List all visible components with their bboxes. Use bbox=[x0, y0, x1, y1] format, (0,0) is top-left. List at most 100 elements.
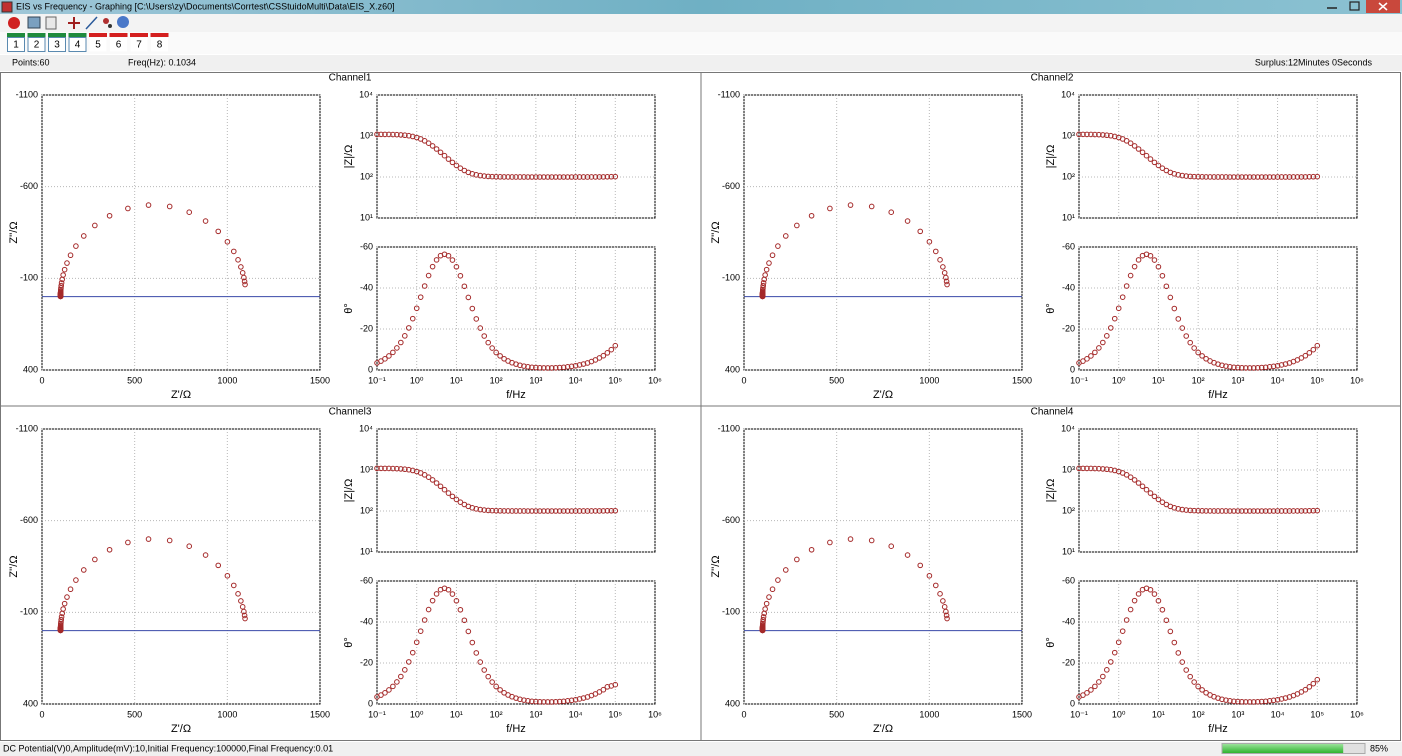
tab[interactable] bbox=[151, 37, 168, 52]
data-point bbox=[612, 342, 619, 349]
data-point bbox=[1254, 174, 1261, 180]
data-point bbox=[394, 345, 400, 351]
data-point bbox=[425, 140, 432, 146]
data-point bbox=[513, 174, 519, 180]
data-point bbox=[521, 697, 527, 703]
data-point bbox=[67, 586, 74, 593]
data-point bbox=[1191, 679, 1197, 685]
tab-color-bar bbox=[68, 33, 87, 37]
maximize-button[interactable] bbox=[1349, 1, 1360, 11]
y-tick-label: 400 bbox=[725, 698, 740, 708]
data-point bbox=[1223, 697, 1229, 703]
y-tick-label: 10² bbox=[360, 171, 373, 181]
data-point bbox=[521, 174, 527, 180]
data-point bbox=[1294, 508, 1301, 514]
x-tick-label: 10⁻¹ bbox=[1070, 709, 1088, 719]
data-point bbox=[932, 248, 939, 255]
data-point bbox=[1310, 173, 1317, 180]
data-point bbox=[760, 614, 767, 620]
data-point bbox=[572, 696, 579, 703]
data-point bbox=[413, 305, 420, 312]
line-button[interactable] bbox=[85, 16, 98, 30]
data-point bbox=[1266, 364, 1273, 370]
stop-button[interactable] bbox=[8, 17, 20, 29]
data-point bbox=[469, 639, 476, 646]
data-point bbox=[73, 577, 79, 583]
data-point bbox=[186, 543, 193, 550]
data-point bbox=[485, 507, 492, 514]
marker-button-dot bbox=[108, 24, 112, 28]
data-point bbox=[1211, 174, 1217, 180]
y-axis-label: θ° bbox=[343, 637, 355, 648]
data-point bbox=[390, 465, 396, 472]
data-point bbox=[1100, 339, 1106, 346]
y-axis-label: θ° bbox=[1045, 303, 1057, 314]
data-point bbox=[1179, 325, 1186, 331]
data-point bbox=[600, 174, 607, 180]
tab[interactable] bbox=[130, 37, 148, 52]
data-point bbox=[596, 174, 603, 180]
data-point bbox=[548, 699, 555, 705]
data-point bbox=[592, 174, 599, 180]
data-point bbox=[509, 508, 515, 514]
data-point bbox=[943, 278, 950, 285]
data-point bbox=[1111, 649, 1118, 656]
data-point bbox=[398, 339, 404, 346]
data-point bbox=[1139, 483, 1146, 490]
channel-tabs: 1 2 3 4 5 6 7 8 bbox=[7, 33, 169, 52]
data-point bbox=[1191, 173, 1197, 180]
copy-button[interactable] bbox=[45, 16, 57, 30]
data-point bbox=[106, 212, 113, 219]
data-point bbox=[759, 290, 766, 296]
data-point bbox=[1266, 698, 1273, 704]
marker-button[interactable] bbox=[103, 18, 109, 24]
data-point bbox=[868, 537, 875, 544]
data-point bbox=[493, 683, 499, 690]
data-point bbox=[560, 364, 567, 371]
x-tick-label: 10⁰ bbox=[1112, 375, 1126, 385]
data-point bbox=[1187, 339, 1194, 346]
help-button[interactable] bbox=[117, 16, 129, 28]
y-tick-label: -600 bbox=[20, 181, 38, 191]
y-axis-label: |Z|/Ω bbox=[343, 145, 355, 169]
data-point bbox=[1223, 363, 1229, 369]
data-point bbox=[1119, 294, 1126, 300]
data-point bbox=[580, 508, 587, 514]
data-point bbox=[59, 276, 66, 283]
tab[interactable] bbox=[68, 37, 87, 52]
data-point bbox=[202, 552, 209, 558]
data-point bbox=[1262, 364, 1269, 371]
data-point bbox=[1092, 349, 1098, 356]
tab[interactable] bbox=[110, 37, 127, 52]
data-point bbox=[382, 356, 388, 362]
data-point bbox=[1100, 673, 1106, 680]
data-point bbox=[847, 202, 854, 208]
y-tick-label: -40 bbox=[360, 616, 373, 626]
data-point bbox=[429, 263, 436, 270]
data-point bbox=[453, 162, 460, 169]
tab[interactable] bbox=[89, 37, 107, 52]
data-point bbox=[497, 353, 503, 359]
data-point bbox=[449, 257, 456, 263]
data-point bbox=[560, 698, 567, 705]
data-point bbox=[1147, 490, 1154, 496]
data-point bbox=[1096, 131, 1102, 138]
window-controls[interactable] bbox=[1320, 0, 1400, 13]
plot: 0 500 1000 1500 400 -100 -600 -1100 Z'/Ω Z''/Ω bbox=[8, 89, 330, 401]
data-point bbox=[525, 508, 531, 514]
tab[interactable] bbox=[48, 37, 66, 52]
data-point bbox=[572, 362, 579, 369]
tab[interactable] bbox=[7, 37, 25, 52]
crosshair-button[interactable] bbox=[68, 17, 80, 29]
data-point bbox=[1302, 174, 1309, 180]
data-point bbox=[1310, 507, 1317, 514]
data-point bbox=[409, 315, 416, 322]
y-tick-label: -40 bbox=[360, 282, 373, 292]
data-point bbox=[525, 364, 531, 370]
data-point bbox=[457, 606, 464, 613]
data-point bbox=[1235, 364, 1241, 371]
data-point bbox=[433, 257, 440, 263]
print-button[interactable] bbox=[27, 16, 41, 29]
tab[interactable] bbox=[27, 37, 46, 52]
